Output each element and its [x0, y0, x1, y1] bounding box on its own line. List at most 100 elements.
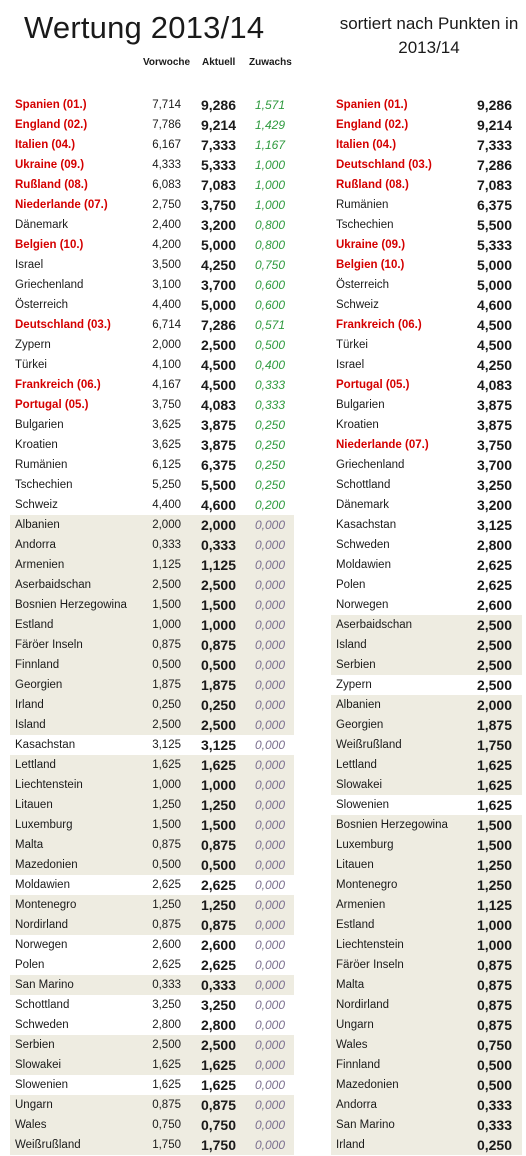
- vorwoche-value: 4,333: [152, 159, 181, 171]
- country-name: Wales: [15, 1119, 47, 1131]
- country-name: Ukraine (09.): [336, 239, 406, 251]
- country-name: Aserbaidschan: [15, 579, 92, 591]
- aktuell-value: 3,700: [200, 277, 236, 293]
- country-name: Portugal (05.): [336, 379, 410, 391]
- zuwachs-value: 0,250: [254, 478, 285, 492]
- country-name: Polen: [336, 579, 366, 591]
- vorwoche-value: 6,125: [152, 459, 181, 471]
- table-row: Slowenien 1,625 1,625 0,000: [10, 1075, 294, 1095]
- zuwachs-value: 0,000: [254, 778, 285, 792]
- vorwoche-value: 2,625: [152, 879, 181, 891]
- zuwachs-value: 0,000: [254, 598, 285, 612]
- points-value: 3,875: [476, 417, 512, 433]
- vorwoche-value: 1,250: [152, 899, 181, 911]
- zuwachs-value: 0,600: [254, 278, 285, 292]
- zuwachs-value: 0,000: [254, 578, 285, 592]
- aktuell-value: 0,250: [200, 697, 236, 713]
- zuwachs-value: 0,000: [254, 1098, 285, 1112]
- points-value: 0,500: [476, 1077, 512, 1093]
- table-row: Spanien (01.) 7,714 9,286 1,571: [10, 95, 294, 115]
- vorwoche-value: 2,800: [152, 1019, 181, 1031]
- points-value: 1,500: [476, 837, 512, 853]
- points-value: 0,333: [476, 1097, 512, 1113]
- table-row: Moldawien 2,625: [331, 555, 522, 575]
- points-value: 0,333: [476, 1117, 512, 1133]
- zuwachs-value: 0,571: [254, 318, 285, 332]
- table-row: Weißrußland 1,750: [331, 735, 522, 755]
- table-row: Malta 0,875 0,875 0,000: [10, 835, 294, 855]
- vorwoche-value: 3,625: [152, 439, 181, 451]
- country-name: San Marino: [336, 1119, 395, 1131]
- aktuell-value: 4,250: [200, 257, 236, 273]
- country-name: Norwegen: [15, 939, 68, 951]
- page-title: Wertung 2013/14: [24, 10, 265, 45]
- zuwachs-value: 0,000: [254, 1138, 285, 1152]
- vorwoche-value: 0,875: [152, 839, 181, 851]
- country-name: Türkei: [15, 359, 47, 371]
- table-row: Georgien 1,875 1,875 0,000: [10, 675, 294, 695]
- table-row: Kroatien 3,875: [331, 415, 522, 435]
- country-name: Ungarn: [15, 1099, 53, 1111]
- aktuell-value: 3,125: [200, 737, 236, 753]
- vorwoche-value: 1,500: [152, 819, 181, 831]
- country-name: Rumänien: [15, 459, 68, 471]
- vorwoche-value: 1,625: [152, 759, 181, 771]
- points-value: 7,083: [476, 177, 512, 193]
- zuwachs-value: 0,333: [254, 378, 285, 392]
- table-row: Griechenland 3,100 3,700 0,600: [10, 275, 294, 295]
- vorwoche-value: 4,167: [152, 379, 181, 391]
- vorwoche-value: 0,333: [152, 539, 181, 551]
- table-row: Estland 1,000: [331, 915, 522, 935]
- aktuell-value: 3,875: [200, 437, 236, 453]
- zuwachs-value: 1,000: [254, 158, 285, 172]
- zuwachs-value: 1,429: [254, 118, 285, 132]
- aktuell-value: 5,500: [200, 477, 236, 493]
- table-row: Belgien (10.) 4,200 5,000 0,800: [10, 235, 294, 255]
- table-row: Aserbaidschan 2,500: [331, 615, 522, 635]
- table-row: Ukraine (09.) 5,333: [331, 235, 522, 255]
- country-name: Finnland: [15, 659, 60, 671]
- sort-caption-line2: 2013/14: [398, 38, 460, 57]
- table-row: Ungarn 0,875: [331, 1015, 522, 1035]
- zuwachs-value: 0,000: [254, 978, 285, 992]
- country-name: Slowenien: [15, 1079, 69, 1091]
- table-row: Bosnien Herzegowina 1,500: [331, 815, 522, 835]
- zuwachs-value: 1,167: [254, 138, 285, 152]
- country-name: Nordirland: [15, 919, 69, 931]
- table-row: Luxemburg 1,500: [331, 835, 522, 855]
- zuwachs-value: 0,000: [254, 518, 285, 532]
- zuwachs-value: 0,000: [254, 1058, 285, 1072]
- table-row: England (02.) 7,786 9,214 1,429: [10, 115, 294, 135]
- country-name: Kroatien: [15, 439, 58, 451]
- country-name: Kroatien: [336, 419, 379, 431]
- country-name: Italien (04.): [336, 139, 397, 151]
- table-row: Schottland 3,250 3,250 0,000: [10, 995, 294, 1015]
- table-row: Kroatien 3,625 3,875 0,250: [10, 435, 294, 455]
- points-value: 0,875: [476, 977, 512, 993]
- zuwachs-value: 0,000: [254, 798, 285, 812]
- table-row: Türkei 4,100 4,500 0,400: [10, 355, 294, 375]
- points-value: 2,600: [476, 597, 512, 613]
- country-name: Tschechien: [336, 219, 394, 231]
- country-name: England (02.): [336, 119, 409, 131]
- table-row: Griechenland 3,700: [331, 455, 522, 475]
- table-row: Zypern 2,500: [331, 675, 522, 695]
- zuwachs-value: 1,571: [254, 98, 285, 112]
- points-value: 7,333: [476, 137, 512, 153]
- table-row: Frankreich (06.) 4,500: [331, 315, 522, 335]
- country-name: Lettland: [336, 759, 377, 771]
- vorwoche-value: 2,750: [152, 199, 181, 211]
- points-value: 1,875: [476, 717, 512, 733]
- aktuell-value: 0,333: [200, 537, 236, 553]
- table-row: Armenien 1,125 1,125 0,000: [10, 555, 294, 575]
- vorwoche-value: 3,500: [152, 259, 181, 271]
- aktuell-value: 1,625: [200, 757, 236, 773]
- zuwachs-value: 0,000: [254, 658, 285, 672]
- country-name: Tschechien: [15, 479, 73, 491]
- country-name: Estland: [15, 619, 54, 631]
- table-row: Montenegro 1,250: [331, 875, 522, 895]
- country-name: Färöer Inseln: [336, 959, 404, 971]
- vorwoche-value: 3,125: [152, 739, 181, 751]
- aktuell-value: 3,750: [200, 197, 236, 213]
- zuwachs-value: 0,000: [254, 1118, 285, 1132]
